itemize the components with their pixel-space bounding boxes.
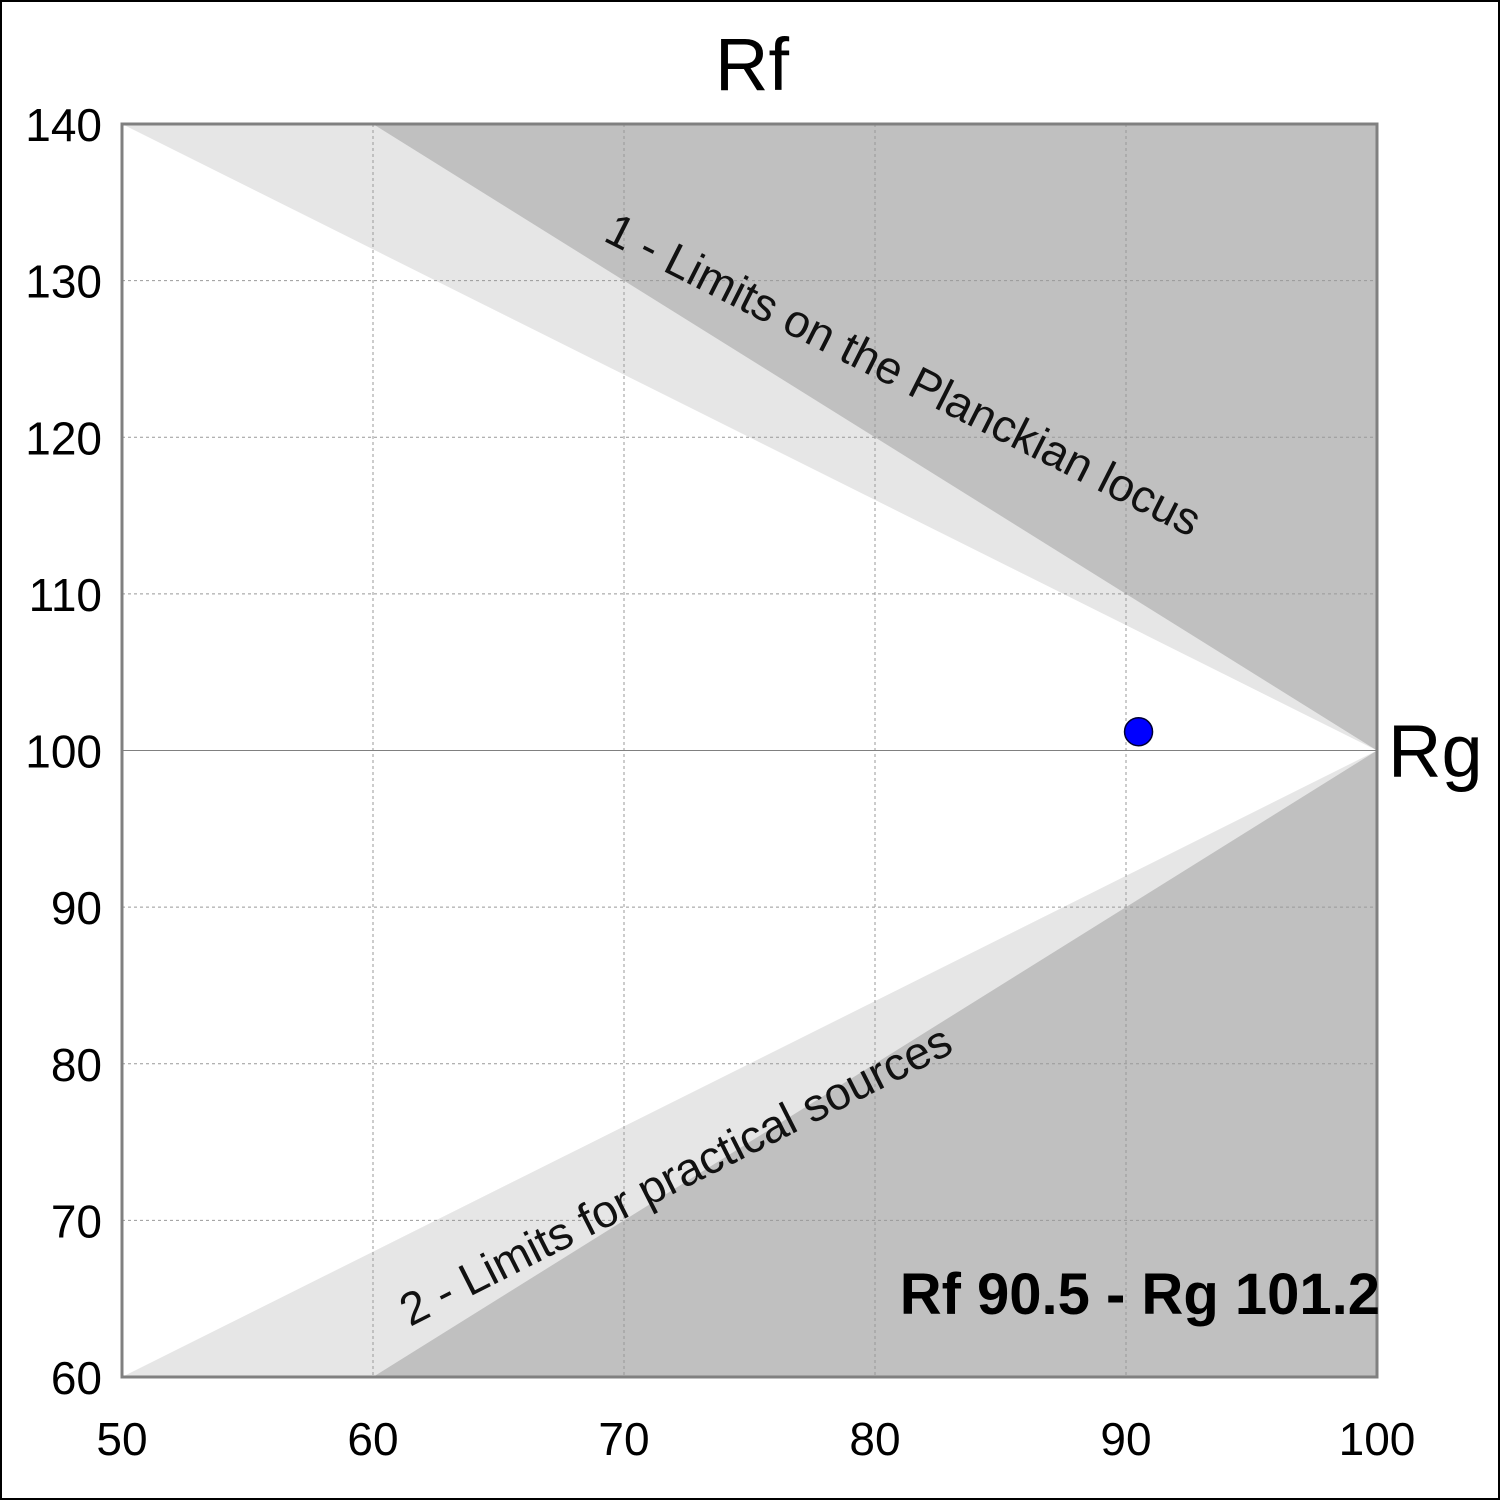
x-axis-title: Rf xyxy=(715,23,789,106)
grid-layer xyxy=(122,124,1377,1377)
y-tick-label-60: 60 xyxy=(51,1352,102,1404)
y-tick-label-80: 80 xyxy=(51,1039,102,1091)
result-label: Rf 90.5 - Rg 101.2 xyxy=(900,1262,1380,1327)
x-tick-label-100: 100 xyxy=(1339,1413,1416,1465)
data-points xyxy=(1123,716,1154,747)
x-tick-label-70: 70 xyxy=(598,1413,649,1465)
y-axis-title: Rg xyxy=(1388,710,1483,793)
y-tick-label-100: 100 xyxy=(25,726,102,778)
y-tick-label-90: 90 xyxy=(51,882,102,934)
y-tick-label-140: 140 xyxy=(25,99,102,151)
data-point xyxy=(1123,716,1154,747)
y-tick-label-70: 70 xyxy=(51,1195,102,1247)
y-tick-label-110: 110 xyxy=(29,569,102,621)
x-tick-label-60: 60 xyxy=(347,1413,398,1465)
y-tick-label-120: 120 xyxy=(25,412,102,464)
plot-border xyxy=(120,122,1379,1379)
tick-labels: 50 60 70 80 90 100 60 70 80 90 100 110 120 130 140 xyxy=(25,99,1415,1465)
x-tick-label-50: 50 xyxy=(96,1413,147,1465)
x-tick-label-80: 80 xyxy=(849,1413,900,1465)
x-tick-label-90: 90 xyxy=(1100,1413,1151,1465)
y-tick-label-130: 130 xyxy=(25,256,102,308)
